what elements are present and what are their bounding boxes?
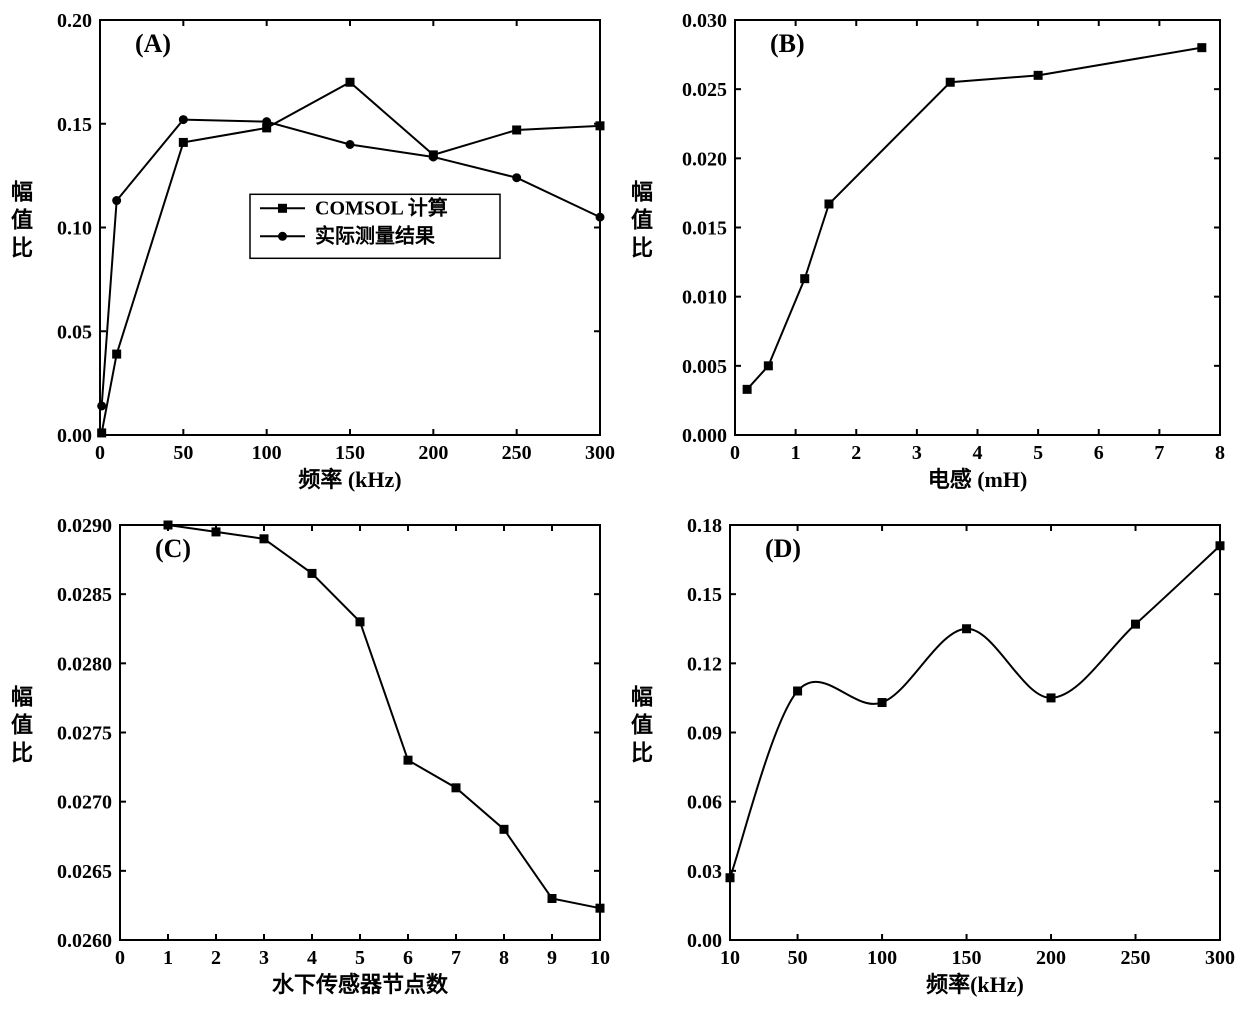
- panel-a: 0 50 100 150 200 250 300 0.00 0.05 0.10 0.15 0.20 幅值…: [0, 0, 620, 505]
- svg-text:200: 200: [418, 442, 448, 464]
- svg-text:250: 250: [502, 442, 532, 464]
- svg-text:幅: 幅: [631, 180, 653, 205]
- chart-d: 10 50 100 150 200 250 300 0.00 0.03 0.06 0.09 0.12 0…: [620, 505, 1240, 1010]
- svg-text:0.09: 0.09: [687, 723, 722, 745]
- svg-text:电感 (mH): 电感 (mH): [928, 467, 1028, 492]
- svg-text:10: 10: [590, 947, 610, 969]
- svg-text:4: 4: [973, 442, 983, 464]
- svg-text:水下传感器节点数: 水下传感器节点数: [272, 972, 449, 997]
- svg-text:比: 比: [631, 236, 653, 261]
- svg-text:0.0275: 0.0275: [57, 723, 112, 745]
- svg-text:2: 2: [851, 442, 861, 464]
- svg-text:0.010: 0.010: [682, 287, 727, 309]
- svg-text:0.03: 0.03: [687, 861, 722, 883]
- svg-text:(C): (C): [155, 534, 191, 563]
- svg-text:1: 1: [791, 442, 801, 464]
- svg-text:(D): (D): [765, 534, 801, 563]
- svg-text:值: 值: [631, 208, 653, 233]
- svg-text:0.0290: 0.0290: [57, 515, 112, 537]
- svg-text:10: 10: [720, 947, 740, 969]
- svg-text:幅: 幅: [11, 685, 33, 710]
- panel-c: 0 1 2 3 4 5 6 7 8 9 10 0.0260 0.0265 0.0270 0.0275 0.02…: [0, 505, 620, 1010]
- panel-d: 10 50 100 150 200 250 300 0.00 0.03 0.06 0.09 0.12 0…: [620, 505, 1240, 1010]
- svg-text:0.000: 0.000: [682, 425, 727, 447]
- svg-text:100: 100: [867, 947, 897, 969]
- svg-text:0.0270: 0.0270: [57, 792, 112, 814]
- svg-text:实际测量结果: 实际测量结果: [315, 223, 435, 247]
- svg-text:0.005: 0.005: [682, 356, 727, 378]
- svg-text:9: 9: [547, 947, 557, 969]
- svg-text:150: 150: [952, 947, 982, 969]
- svg-text:0.020: 0.020: [682, 148, 727, 170]
- svg-text:幅: 幅: [11, 180, 33, 205]
- svg-text:0.0280: 0.0280: [57, 653, 112, 675]
- svg-text:值: 值: [631, 713, 653, 738]
- svg-text:50: 50: [173, 442, 193, 464]
- svg-text:0.015: 0.015: [682, 218, 727, 240]
- svg-text:0.10: 0.10: [57, 218, 92, 240]
- svg-text:2: 2: [211, 947, 221, 969]
- svg-text:6: 6: [1094, 442, 1104, 464]
- svg-text:值: 值: [11, 713, 33, 738]
- svg-text:300: 300: [1205, 947, 1235, 969]
- svg-text:频率 (kHz): 频率 (kHz): [298, 467, 401, 492]
- chart-c: 0 1 2 3 4 5 6 7 8 9 10 0.0260 0.0265 0.0270 0.0275 0.02…: [0, 505, 620, 1010]
- svg-text:0.18: 0.18: [687, 515, 722, 537]
- svg-text:0.05: 0.05: [57, 321, 92, 343]
- svg-text:50: 50: [788, 947, 808, 969]
- svg-text:比: 比: [11, 236, 33, 261]
- svg-text:250: 250: [1121, 947, 1151, 969]
- svg-text:0.12: 0.12: [687, 653, 722, 675]
- svg-text:0.0265: 0.0265: [57, 861, 112, 883]
- svg-text:8: 8: [1215, 442, 1225, 464]
- svg-text:0.0260: 0.0260: [57, 930, 112, 952]
- svg-text:3: 3: [259, 947, 269, 969]
- svg-text:COMSOL 计算: COMSOL 计算: [315, 195, 448, 219]
- svg-text:4: 4: [307, 947, 317, 969]
- svg-text:6: 6: [403, 947, 413, 969]
- svg-text:5: 5: [355, 947, 365, 969]
- svg-text:0.06: 0.06: [687, 792, 722, 814]
- svg-text:频率(kHz): 频率(kHz): [926, 972, 1024, 997]
- svg-text:100: 100: [252, 442, 282, 464]
- svg-text:3: 3: [912, 442, 922, 464]
- svg-text:0: 0: [730, 442, 740, 464]
- svg-text:200: 200: [1036, 947, 1066, 969]
- svg-text:0: 0: [115, 947, 125, 969]
- svg-text:7: 7: [451, 947, 461, 969]
- panel-b: 0 1 2 3 4 5 6 7 8 0.000 0.005 0.010 0.015 0.020 0.025 0…: [620, 0, 1240, 505]
- svg-text:0: 0: [95, 442, 105, 464]
- svg-text:150: 150: [335, 442, 365, 464]
- svg-text:7: 7: [1154, 442, 1164, 464]
- figure-grid: 0501001502002503000.000.050.100.150.20幅值…: [0, 0, 1240, 1010]
- svg-text:(A): (A): [135, 29, 171, 58]
- svg-text:0.0285: 0.0285: [57, 584, 112, 606]
- svg-text:0.20: 0.20: [57, 10, 92, 32]
- svg-text:值: 值: [11, 208, 33, 233]
- svg-text:0.00: 0.00: [57, 425, 92, 447]
- svg-text:300: 300: [585, 442, 615, 464]
- svg-text:8: 8: [499, 947, 509, 969]
- svg-text:比: 比: [11, 741, 33, 766]
- svg-text:5: 5: [1033, 442, 1043, 464]
- svg-text:比: 比: [631, 741, 653, 766]
- svg-text:0.025: 0.025: [682, 79, 727, 101]
- svg-text:1: 1: [163, 947, 173, 969]
- svg-text:0.15: 0.15: [57, 114, 92, 136]
- svg-text:0.00: 0.00: [687, 930, 722, 952]
- chart-a: 0 50 100 150 200 250 300 0.00 0.05 0.10 0.15 0.20 幅值…: [0, 0, 620, 505]
- svg-text:0.030: 0.030: [682, 10, 727, 32]
- chart-b: 0 1 2 3 4 5 6 7 8 0.000 0.005 0.010 0.015 0.020 0.025 0…: [620, 0, 1240, 505]
- svg-text:0.15: 0.15: [687, 584, 722, 606]
- svg-text:(B): (B): [770, 29, 805, 58]
- svg-text:幅: 幅: [631, 685, 653, 710]
